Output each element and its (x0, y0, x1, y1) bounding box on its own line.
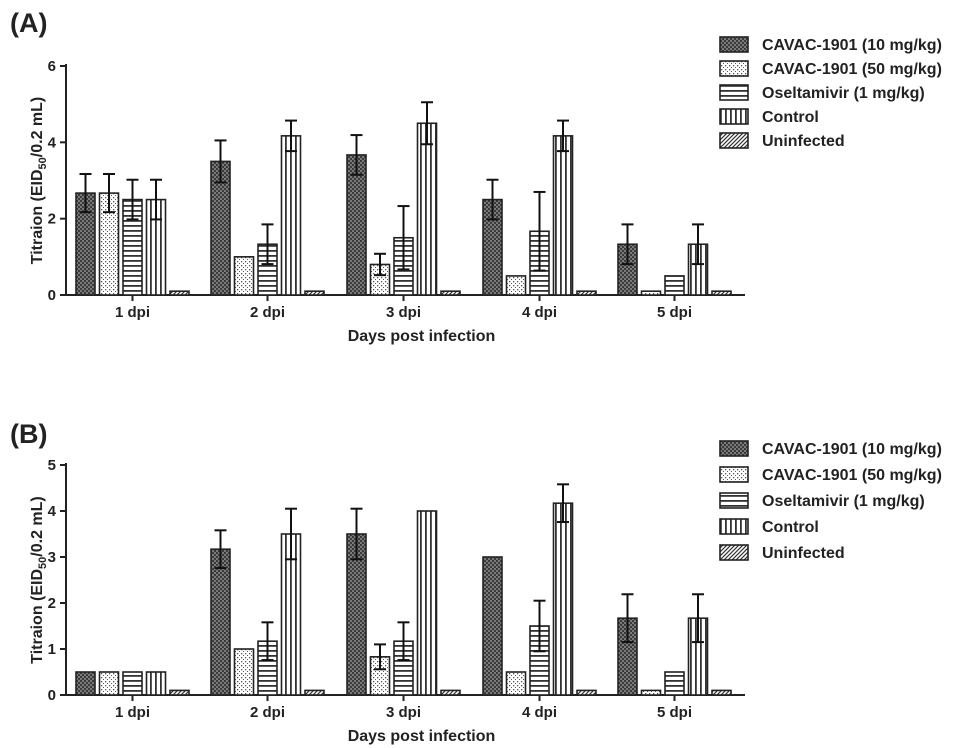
x-tick-label: 5 dpi (657, 704, 692, 721)
legend-swatch-hlines (719, 492, 749, 509)
y-tick-label: 2 (48, 211, 56, 228)
y-tick-label: 0 (48, 287, 56, 304)
y-tick-label: 2 (48, 595, 56, 612)
bar-vlines-1 (145, 671, 167, 696)
bar-vlines-3 (416, 122, 438, 296)
bar-crosshatch-2 (210, 548, 231, 696)
bar-diagonal-1 (169, 689, 190, 696)
panel-a: (A) 0 2 4 6 1 dpi 2 dpi 3 dpi 4 dpi 5 dpi Days pos… (10, 8, 942, 345)
legend-label: Oseltamivir (1 mg/kg) (762, 85, 925, 102)
legend-swatch-crosshatch (719, 440, 749, 457)
legend-swatch-dots (719, 466, 749, 483)
legend-swatch-hlines (719, 84, 749, 101)
bar-crosshatch-1 (75, 671, 96, 696)
bar-vlines-4 (552, 135, 574, 296)
bar-hlines-1 (122, 671, 143, 696)
bar-vlines-4 (552, 502, 574, 696)
x-tick-label: 4 dpi (522, 304, 557, 321)
bar-diagonal-5 (711, 689, 732, 696)
bar-dots-2 (233, 648, 255, 696)
x-tick-label: 4 dpi (522, 704, 557, 721)
x-tick-label: 5 dpi (657, 304, 692, 321)
legend-label: CAVAC-1901 (50 mg/kg) (762, 61, 942, 78)
legend-label: Uninfected (762, 545, 845, 562)
legend-label: Uninfected (762, 133, 845, 150)
bar-hlines-5 (664, 275, 685, 296)
bar-diagonal-2 (304, 290, 325, 296)
y-axis-title: Titraion (EID50/0.2 mL) (29, 496, 49, 664)
y-axis-title-subscript: 50 (37, 557, 49, 569)
y-axis-title-main: Titraion (EID (29, 569, 46, 664)
panel-b: (B) 0 1 2 3 4 5 1 dpi 2 dpi 3 dpi 4 dpi 5 dpi Days p… (10, 419, 942, 745)
legend-label: CAVAC-1901 (50 mg/kg) (762, 467, 942, 484)
bar-crosshatch-3 (346, 154, 367, 296)
bar-vlines-2 (280, 135, 302, 296)
x-tick-label: 3 dpi (386, 304, 421, 321)
legend-label: Control (762, 519, 819, 536)
y-axis-title-rest: /0.2 mL) (29, 496, 46, 556)
legend-swatch-dots (719, 60, 749, 77)
panel-label: (A) (10, 8, 47, 38)
y-tick-label: 3 (48, 549, 56, 566)
y-tick-label: 5 (48, 457, 56, 474)
bar-diagonal-1 (169, 290, 190, 296)
x-tick-label: 2 dpi (250, 304, 285, 321)
bar-hlines-5 (664, 671, 685, 696)
bar-diagonal-4 (576, 689, 597, 696)
legend-swatch-vlines (719, 108, 749, 125)
bar-diagonal-5 (711, 290, 732, 296)
legend-label: CAVAC-1901 (10 mg/kg) (762, 441, 942, 458)
y-tick-label: 6 (48, 58, 56, 75)
bar-diagonal-3 (440, 290, 461, 296)
x-tick-label: 1 dpi (115, 304, 150, 321)
bar-dots-5 (640, 689, 662, 696)
bar-dots-2 (233, 256, 255, 296)
bar-dots-4 (505, 275, 527, 296)
panel-label: (B) (10, 419, 47, 449)
bar-dots-5 (640, 290, 662, 296)
y-axis-title: Titraion (EID50/0.2 mL) (29, 97, 49, 265)
y-tick-label: 4 (48, 503, 57, 520)
legend-swatch-vlines (719, 518, 749, 535)
x-axis-title: Days post infection (348, 328, 496, 345)
bar-dots-4 (505, 671, 527, 696)
bar-diagonal-4 (576, 290, 597, 296)
x-axis-title: Days post infection (348, 728, 496, 745)
x-tick-label: 1 dpi (115, 704, 150, 721)
y-tick-label: 4 (48, 134, 57, 151)
bar-diagonal-2 (304, 689, 325, 696)
bar-crosshatch-4 (482, 556, 503, 696)
bar-diagonal-3 (440, 689, 461, 696)
legend-swatch-diagonal (719, 544, 749, 561)
x-tick-label: 2 dpi (250, 704, 285, 721)
legend-label: Control (762, 109, 819, 126)
legend-swatch-diagonal (719, 132, 749, 149)
legend-swatch-crosshatch (719, 36, 749, 53)
y-axis-title-rest: /0.2 mL) (29, 97, 46, 157)
y-axis-title-subscript: 50 (37, 157, 49, 169)
bar-vlines-3 (416, 510, 438, 696)
legend-label: Oseltamivir (1 mg/kg) (762, 493, 925, 510)
x-tick-label: 3 dpi (386, 704, 421, 721)
y-tick-label: 0 (48, 687, 56, 704)
legend-label: CAVAC-1901 (10 mg/kg) (762, 37, 942, 54)
y-tick-label: 1 (48, 641, 56, 658)
y-axis-title-main: Titraion (EID (29, 169, 46, 264)
bar-dots-1 (98, 671, 120, 696)
